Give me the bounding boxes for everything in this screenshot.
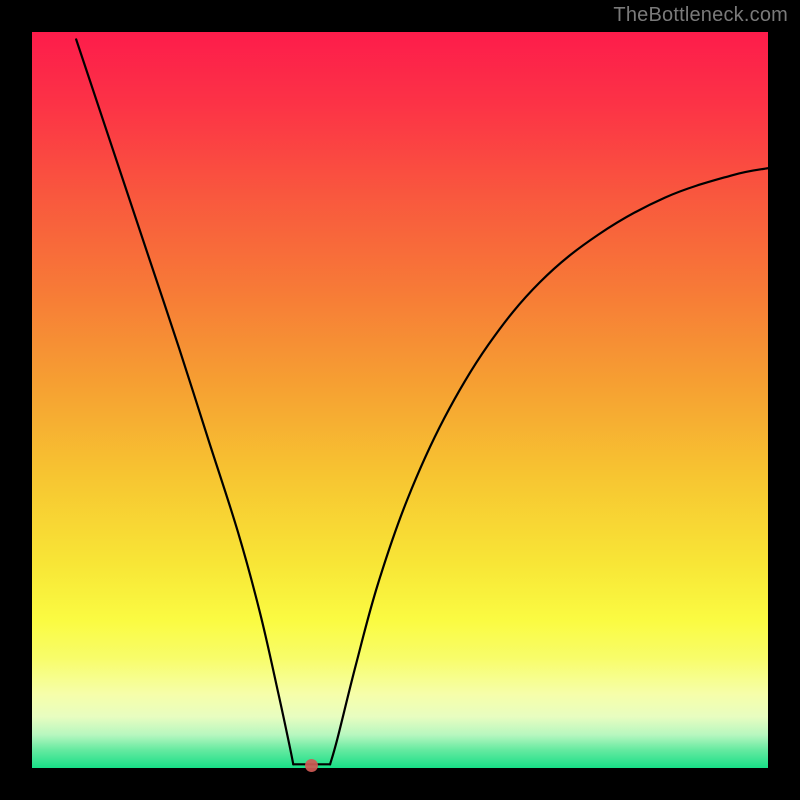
curve-right-branch [330,168,768,764]
curve-left-branch [76,39,293,764]
chart-container: TheBottleneck.com [0,0,800,800]
watermark-text: TheBottleneck.com [613,4,788,27]
bottleneck-curve [0,0,800,800]
